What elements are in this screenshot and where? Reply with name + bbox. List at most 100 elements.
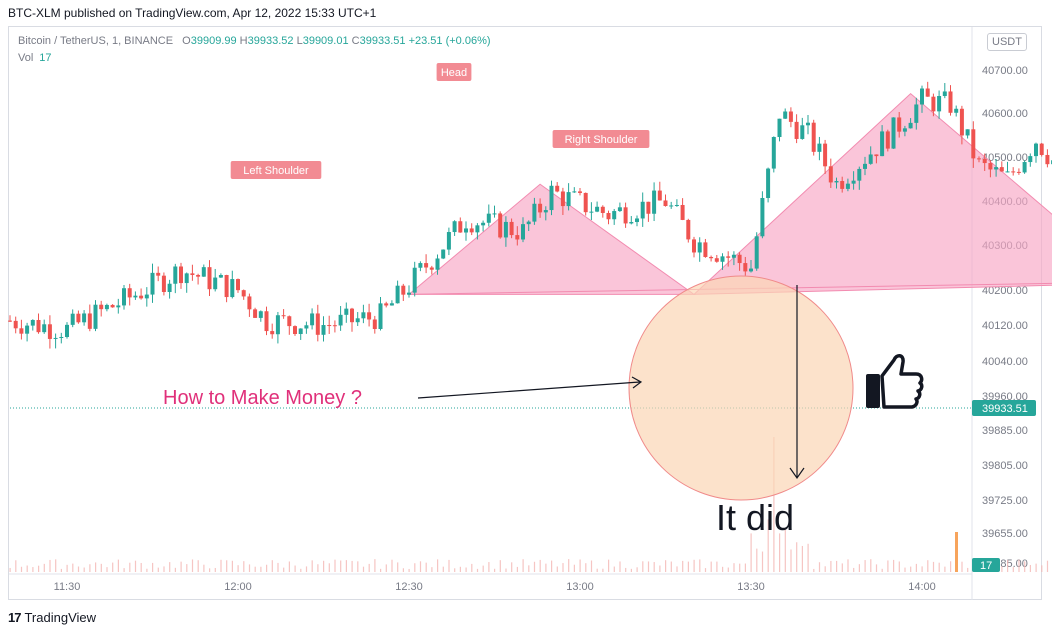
volume-bar: [402, 568, 404, 572]
candle-body: [367, 312, 372, 320]
volume-bar: [83, 567, 85, 572]
candle-body: [486, 213, 491, 223]
vol-label: Vol: [18, 52, 34, 64]
open-value: 39909.99: [190, 35, 237, 47]
candle-body: [663, 200, 668, 207]
candle-body: [908, 122, 913, 129]
volume-bar: [476, 568, 479, 572]
candle-body: [464, 228, 468, 233]
volume-bar: [437, 559, 439, 572]
candle-body: [874, 154, 879, 157]
highlight-circle: [628, 275, 854, 501]
candle-body: [207, 267, 212, 290]
label-right-shoulder-bg: [552, 130, 650, 148]
volume-bar: [77, 566, 80, 572]
result-text: It did: [716, 497, 794, 538]
volume-bar: [186, 564, 188, 572]
candle-body: [749, 268, 753, 272]
currency-button[interactable]: USDT: [987, 33, 1027, 51]
volume-bar: [533, 561, 536, 572]
volume-bar: [95, 562, 97, 572]
candle-body: [994, 167, 999, 170]
volume-bar: [642, 561, 644, 572]
candle-body: [737, 254, 742, 264]
candle-body: [213, 277, 218, 290]
volume-bar: [818, 562, 821, 572]
volume-bar: [414, 563, 416, 572]
volume-bar: [1024, 561, 1026, 572]
candle-body: [122, 288, 126, 306]
candle-body: [281, 315, 286, 317]
candle-body: [173, 266, 178, 284]
volume-bar: [938, 562, 940, 572]
candle-body: [988, 163, 993, 170]
volume-bar: [511, 562, 513, 572]
volume-bar: [858, 564, 860, 572]
volume-bar: [893, 559, 895, 572]
price-tick-label: 39885.00: [982, 425, 1028, 437]
volume-bar: [1046, 560, 1049, 572]
candle-body: [680, 204, 685, 220]
volume-bar: [744, 563, 746, 572]
volume-bar: [898, 561, 900, 572]
volume-bar: [659, 565, 661, 572]
candle-body: [880, 131, 885, 157]
price-tick-label: 40600.00: [982, 108, 1028, 120]
volume-bar: [146, 568, 148, 572]
candle-body: [800, 125, 805, 139]
candle-body: [521, 224, 525, 240]
volume-bar: [351, 560, 353, 572]
volume-bar: [15, 560, 17, 572]
time-tick-label: 14:00: [908, 581, 936, 593]
volume-bar: [927, 560, 929, 572]
candle-body: [532, 203, 537, 222]
volume-bar: [841, 563, 843, 572]
candle-body: [116, 305, 121, 308]
candle-body: [766, 168, 771, 199]
candle-body: [25, 325, 30, 334]
volume-bar: [602, 568, 604, 572]
candle-body: [241, 290, 246, 297]
volume-bar: [482, 565, 484, 572]
time-tick-label: 13:30: [737, 581, 765, 593]
candle-body: [230, 279, 235, 298]
left-shoulder-shape: [407, 183, 696, 295]
volume-bar: [761, 551, 764, 572]
volume-bar: [300, 568, 302, 572]
candle-body: [806, 122, 810, 126]
footer-brand[interactable]: TradingView: [24, 610, 97, 625]
volume-bar: [305, 566, 308, 572]
volume-bar: [465, 567, 467, 572]
candle-body: [133, 295, 138, 298]
candle-body: [321, 325, 326, 335]
volume-bar: [197, 560, 199, 572]
volume-bar: [824, 566, 826, 572]
candle-body: [435, 258, 440, 270]
volume-bar: [163, 566, 165, 572]
volume-bar: [625, 567, 627, 572]
price-tick-label: 39805.00: [982, 460, 1028, 472]
volume-bar: [471, 563, 473, 572]
volume-bar: [853, 567, 855, 572]
high-label: H: [239, 35, 248, 47]
volume-bar: [551, 560, 553, 572]
thumb-cuff: [866, 374, 880, 408]
label-left-shoulder-bg: [230, 161, 322, 179]
volume-bar: [1035, 563, 1037, 572]
candle-body: [697, 242, 702, 253]
volume-bar: [100, 563, 102, 572]
volume-bar: [260, 566, 262, 572]
volume-bar: [374, 559, 376, 572]
volume-bar: [773, 437, 775, 572]
volume-bar: [847, 559, 849, 572]
candle-body: [726, 256, 731, 258]
last-price-badge-bg: [972, 400, 1036, 417]
low-value: 39909.01: [302, 35, 349, 47]
volume-bar: [66, 564, 68, 572]
volume-bar: [915, 563, 917, 572]
candle-body: [395, 285, 400, 304]
footer: 17 TradingView: [8, 610, 96, 625]
volume-bar: [750, 533, 752, 572]
candle-body: [139, 295, 144, 299]
